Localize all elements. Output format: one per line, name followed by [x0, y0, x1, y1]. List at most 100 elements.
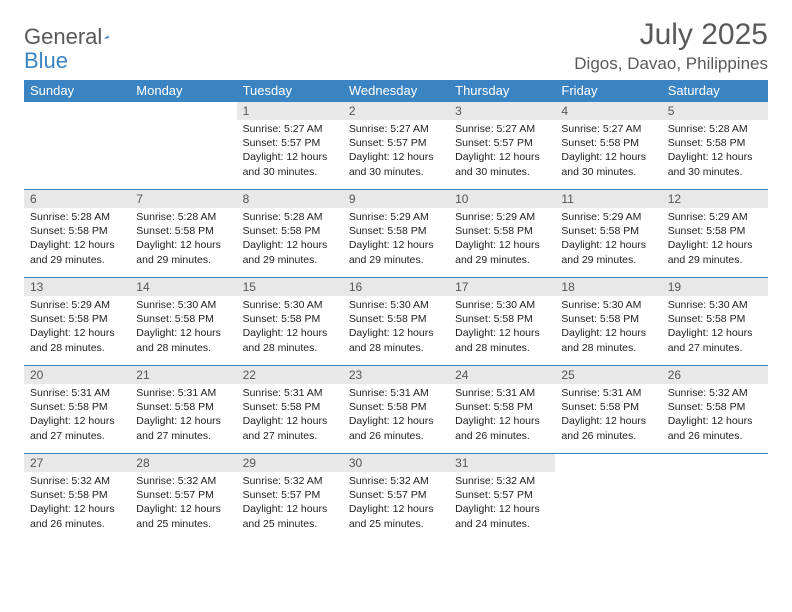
day-details: Sunrise: 5:30 AMSunset: 5:58 PMDaylight:… — [555, 296, 661, 359]
logo-text-blue: Blue — [24, 48, 68, 74]
weekday-sunday: Sunday — [24, 80, 130, 102]
day-details: Sunrise: 5:29 AMSunset: 5:58 PMDaylight:… — [449, 208, 555, 271]
calendar-row: 1Sunrise: 5:27 AMSunset: 5:57 PMDaylight… — [24, 102, 768, 190]
day-details: Sunrise: 5:28 AMSunset: 5:58 PMDaylight:… — [237, 208, 343, 271]
day-cell: 31Sunrise: 5:32 AMSunset: 5:57 PMDayligh… — [449, 454, 555, 542]
page-title: July 2025 — [574, 18, 768, 52]
day-number: 2 — [343, 102, 449, 120]
day-number: 5 — [662, 102, 768, 120]
day-cell: 30Sunrise: 5:32 AMSunset: 5:57 PMDayligh… — [343, 454, 449, 542]
day-details: Sunrise: 5:31 AMSunset: 5:58 PMDaylight:… — [237, 384, 343, 447]
day-number: 19 — [662, 278, 768, 296]
day-cell: 25Sunrise: 5:31 AMSunset: 5:58 PMDayligh… — [555, 366, 661, 454]
day-number: 29 — [237, 454, 343, 472]
logo-triangle-icon — [104, 28, 109, 46]
day-cell: 6Sunrise: 5:28 AMSunset: 5:58 PMDaylight… — [24, 190, 130, 278]
day-cell: 29Sunrise: 5:32 AMSunset: 5:57 PMDayligh… — [237, 454, 343, 542]
day-cell: 9Sunrise: 5:29 AMSunset: 5:58 PMDaylight… — [343, 190, 449, 278]
title-block: July 2025 Digos, Davao, Philippines — [574, 18, 768, 74]
day-details: Sunrise: 5:28 AMSunset: 5:58 PMDaylight:… — [130, 208, 236, 271]
day-cell: 3Sunrise: 5:27 AMSunset: 5:57 PMDaylight… — [449, 102, 555, 190]
day-number: 25 — [555, 366, 661, 384]
weekday-monday: Monday — [130, 80, 236, 102]
day-details: Sunrise: 5:31 AMSunset: 5:58 PMDaylight:… — [343, 384, 449, 447]
day-number: 14 — [130, 278, 236, 296]
day-details: Sunrise: 5:28 AMSunset: 5:58 PMDaylight:… — [24, 208, 130, 271]
day-number: 24 — [449, 366, 555, 384]
day-number: 4 — [555, 102, 661, 120]
day-cell: 7Sunrise: 5:28 AMSunset: 5:58 PMDaylight… — [130, 190, 236, 278]
empty-cell — [662, 454, 768, 542]
calendar-row: 20Sunrise: 5:31 AMSunset: 5:58 PMDayligh… — [24, 366, 768, 454]
day-details: Sunrise: 5:30 AMSunset: 5:58 PMDaylight:… — [130, 296, 236, 359]
weekday-thursday: Thursday — [449, 80, 555, 102]
day-details: Sunrise: 5:32 AMSunset: 5:57 PMDaylight:… — [130, 472, 236, 535]
day-details: Sunrise: 5:27 AMSunset: 5:57 PMDaylight:… — [343, 120, 449, 183]
day-number: 16 — [343, 278, 449, 296]
day-details: Sunrise: 5:29 AMSunset: 5:58 PMDaylight:… — [555, 208, 661, 271]
day-cell: 21Sunrise: 5:31 AMSunset: 5:58 PMDayligh… — [130, 366, 236, 454]
day-details: Sunrise: 5:32 AMSunset: 5:58 PMDaylight:… — [24, 472, 130, 535]
weekday-wednesday: Wednesday — [343, 80, 449, 102]
day-cell: 17Sunrise: 5:30 AMSunset: 5:58 PMDayligh… — [449, 278, 555, 366]
day-number: 22 — [237, 366, 343, 384]
day-number: 8 — [237, 190, 343, 208]
calendar-row: 13Sunrise: 5:29 AMSunset: 5:58 PMDayligh… — [24, 278, 768, 366]
day-details: Sunrise: 5:27 AMSunset: 5:57 PMDaylight:… — [449, 120, 555, 183]
day-number: 28 — [130, 454, 236, 472]
day-cell: 4Sunrise: 5:27 AMSunset: 5:58 PMDaylight… — [555, 102, 661, 190]
day-details: Sunrise: 5:32 AMSunset: 5:58 PMDaylight:… — [662, 384, 768, 447]
day-number: 30 — [343, 454, 449, 472]
day-details: Sunrise: 5:29 AMSunset: 5:58 PMDaylight:… — [662, 208, 768, 271]
day-details: Sunrise: 5:32 AMSunset: 5:57 PMDaylight:… — [237, 472, 343, 535]
day-cell: 14Sunrise: 5:30 AMSunset: 5:58 PMDayligh… — [130, 278, 236, 366]
location-text: Digos, Davao, Philippines — [574, 54, 768, 74]
weekday-header-row: SundayMondayTuesdayWednesdayThursdayFrid… — [24, 80, 768, 102]
day-details: Sunrise: 5:32 AMSunset: 5:57 PMDaylight:… — [449, 472, 555, 535]
day-details: Sunrise: 5:28 AMSunset: 5:58 PMDaylight:… — [662, 120, 768, 183]
calendar-row: 27Sunrise: 5:32 AMSunset: 5:58 PMDayligh… — [24, 454, 768, 542]
day-cell: 1Sunrise: 5:27 AMSunset: 5:57 PMDaylight… — [237, 102, 343, 190]
day-cell: 24Sunrise: 5:31 AMSunset: 5:58 PMDayligh… — [449, 366, 555, 454]
weekday-saturday: Saturday — [662, 80, 768, 102]
day-number: 7 — [130, 190, 236, 208]
day-cell: 18Sunrise: 5:30 AMSunset: 5:58 PMDayligh… — [555, 278, 661, 366]
logo: General — [24, 18, 130, 50]
day-cell: 26Sunrise: 5:32 AMSunset: 5:58 PMDayligh… — [662, 366, 768, 454]
empty-cell — [24, 102, 130, 190]
day-cell: 16Sunrise: 5:30 AMSunset: 5:58 PMDayligh… — [343, 278, 449, 366]
day-cell: 20Sunrise: 5:31 AMSunset: 5:58 PMDayligh… — [24, 366, 130, 454]
day-number: 13 — [24, 278, 130, 296]
weekday-friday: Friday — [555, 80, 661, 102]
day-number: 3 — [449, 102, 555, 120]
empty-cell — [555, 454, 661, 542]
day-details: Sunrise: 5:27 AMSunset: 5:57 PMDaylight:… — [237, 120, 343, 183]
day-details: Sunrise: 5:31 AMSunset: 5:58 PMDaylight:… — [449, 384, 555, 447]
day-details: Sunrise: 5:31 AMSunset: 5:58 PMDaylight:… — [24, 384, 130, 447]
day-number: 6 — [24, 190, 130, 208]
day-number: 18 — [555, 278, 661, 296]
day-number: 31 — [449, 454, 555, 472]
day-cell: 8Sunrise: 5:28 AMSunset: 5:58 PMDaylight… — [237, 190, 343, 278]
day-number: 27 — [24, 454, 130, 472]
day-number: 11 — [555, 190, 661, 208]
day-cell: 19Sunrise: 5:30 AMSunset: 5:58 PMDayligh… — [662, 278, 768, 366]
day-number: 12 — [662, 190, 768, 208]
weekday-tuesday: Tuesday — [237, 80, 343, 102]
day-details: Sunrise: 5:29 AMSunset: 5:58 PMDaylight:… — [343, 208, 449, 271]
day-cell: 10Sunrise: 5:29 AMSunset: 5:58 PMDayligh… — [449, 190, 555, 278]
day-details: Sunrise: 5:30 AMSunset: 5:58 PMDaylight:… — [237, 296, 343, 359]
day-cell: 28Sunrise: 5:32 AMSunset: 5:57 PMDayligh… — [130, 454, 236, 542]
day-number: 10 — [449, 190, 555, 208]
day-details: Sunrise: 5:27 AMSunset: 5:58 PMDaylight:… — [555, 120, 661, 183]
day-cell: 5Sunrise: 5:28 AMSunset: 5:58 PMDaylight… — [662, 102, 768, 190]
day-number: 1 — [237, 102, 343, 120]
day-cell: 2Sunrise: 5:27 AMSunset: 5:57 PMDaylight… — [343, 102, 449, 190]
logo-text-general: General — [24, 24, 102, 50]
day-number: 21 — [130, 366, 236, 384]
day-details: Sunrise: 5:31 AMSunset: 5:58 PMDaylight:… — [555, 384, 661, 447]
day-details: Sunrise: 5:30 AMSunset: 5:58 PMDaylight:… — [343, 296, 449, 359]
day-details: Sunrise: 5:29 AMSunset: 5:58 PMDaylight:… — [24, 296, 130, 359]
day-cell: 27Sunrise: 5:32 AMSunset: 5:58 PMDayligh… — [24, 454, 130, 542]
day-number: 20 — [24, 366, 130, 384]
